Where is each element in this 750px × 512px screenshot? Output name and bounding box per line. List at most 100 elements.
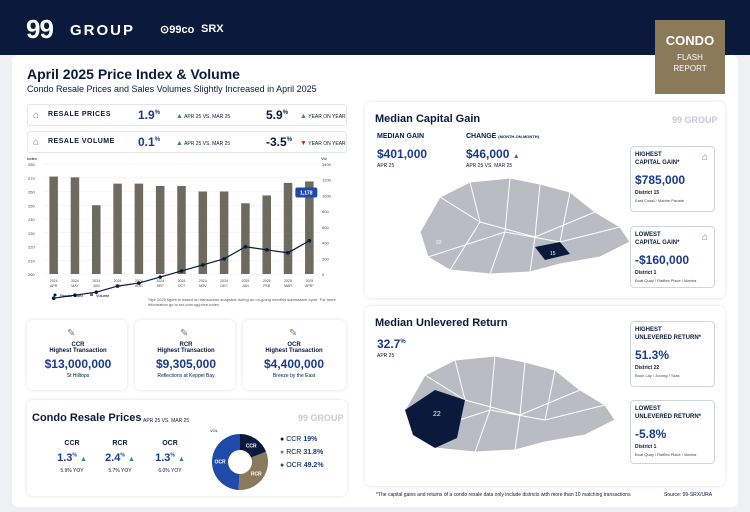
txn-ocr: ✎ OCR Highest Transaction $4,400,000 Bre… [243,320,345,390]
unlevered-cap: APR 25 [377,353,395,359]
txn-seg: OCR [287,342,301,348]
bar-volume [70,177,80,274]
y-left-tick: 220 [28,245,35,250]
bar-volume [198,191,208,274]
pie-slice-ccr [240,434,267,458]
logo-word: GROUP [70,22,136,39]
y-right-tick: 200 [322,256,329,261]
x-tick-month: NOV [199,284,207,288]
svg-text:22: 22 [436,240,442,246]
tag-icon: ✎ [67,328,76,339]
txn-title: Highest Transaction [157,348,215,354]
y-left-tick: 250 [28,203,35,208]
x-tick-year: 2024 [71,279,79,283]
watermark: 99 GROUP [672,115,718,125]
point-resale-index [94,290,99,294]
tag-line3: REPORT [673,64,707,73]
x-tick-year: 2025 [242,279,250,283]
metric-mom-cap: ▲ APR 25 VS. MAR 25 [176,113,231,120]
bar-volume [177,186,186,274]
x-tick-year: 2024 [92,279,100,283]
highest-return-callout: HIGHEST UNLEVERED RETURN* 51.3% District 2… [630,321,715,387]
metric-label: RESALE VOLUME [48,138,115,145]
txn-title: Highest Transaction [265,348,323,354]
txn-place: Breeze by the East [272,373,316,379]
bar-volume [92,205,101,274]
gain-value: $401,000 [377,147,428,161]
point-resale-index [115,284,120,288]
x-tick-month: JAN [242,284,249,288]
x-tick-year: 2024 [135,279,143,283]
x-tick-month: APR* [305,284,314,288]
bar-volume [49,176,58,274]
bar-volume [283,182,293,274]
house-up-icon: ⌂ [701,152,708,163]
point-resale-index [158,275,162,279]
page-title: April 2025 Price Index & Volume [27,66,240,82]
metric-mom-cap: ▲ APR 25 VS. MAR 25 [176,140,231,147]
point-resale-index [286,251,290,255]
x-tick-month: JUL [114,284,120,288]
x-tick-month: SEP [157,284,165,288]
pie-label: OCR [214,459,226,465]
txn-seg: CCR [71,342,85,348]
legend-volume-marker [90,293,93,296]
metric-yoy-cap: ▲ YEAR ON YEAR [300,113,346,120]
page-subtitle: Condo Resale Prices and Sales Volumes Sl… [27,84,317,94]
point-resale-index [51,296,56,300]
house-down-icon: ⌂ [701,232,708,243]
x-tick-month: MAR [284,284,292,288]
unlevered-title: Median Unlevered Return [375,317,508,329]
bar-volume [241,203,250,274]
pie-label: RCR [251,472,262,478]
y-right-tick: 600 [322,225,329,230]
y-right-tick: 400 [322,241,329,246]
y-right-tick: 800 [322,209,329,214]
gain-cap: APR 25 [377,163,395,169]
y-left-tick: 230 [28,231,35,236]
unlevered-value: 32.7% [377,337,406,351]
txn-rcr: ✎ RCR Highest Transaction $9,305,000 Ref… [135,320,237,390]
brand-srx: SRX [201,23,224,35]
pie-slice-rcr [238,451,268,490]
sg-return-map: 22 [404,355,616,453]
seg-rcr: RCR 2.4% ▲ 5.7% YOY [105,440,135,474]
y-right-tick: 1000 [322,193,332,198]
txn-title: Highest Transaction [49,348,107,354]
y-left-tick: 210 [28,258,35,263]
change-value: $46,000 ▲ [466,147,520,161]
condo-resale-cap: APR 25 VS. MAR 25 [143,418,190,424]
txn-ccr: ✎ CCR Highest Transaction $13,000,000 St… [27,320,129,390]
txn-card-ocr [243,320,346,390]
legend-volume: Volume [96,293,110,298]
legend-index-marker [53,293,57,297]
metric-resale-prices: ⌂ RESALE PRICES 1.9% ▲ APR 25 VS. MAR 25… [27,104,347,126]
footer-source: Source: 99-SRX/URA [664,492,713,498]
house-icon: ⌂ [33,110,40,121]
x-tick-year: 2024 [199,279,207,283]
point-resale-index [264,248,269,252]
bar-volume [219,191,229,274]
x-tick-year: 2025 [284,279,292,283]
tag-line2: FLASH [677,53,703,62]
callout-box [295,187,318,198]
txn-value: $4,400,000 [263,357,325,371]
x-tick-year: 2024 [50,279,58,283]
y-right-tick: 1200 [322,178,332,183]
metric-label: RESALE PRICES [48,111,111,118]
callout-value: 1,178 [300,190,313,196]
metric-yoy: -3.5% [266,135,293,149]
x-tick-year: 2025 [263,279,271,283]
y-left-tick: 200 [28,272,35,277]
change-cap: APR 25 VS. MAR 25 [466,163,513,169]
svg-text:22: 22 [433,411,441,418]
price-volume-chart: Index Vol 280 270 260 250 240 230 220 210 200 1400 1… [27,156,332,300]
watermark: 99 GROUP [298,413,344,423]
x-tick-year: 2025 [305,279,313,283]
y-left-tick: 260 [28,190,35,195]
y-left-tick: 280 [28,162,35,167]
x-tick-year: 2024 [220,279,228,283]
capital-gain-title: Median Capital Gain [375,113,481,125]
x-tick-month: FEB [263,284,270,288]
